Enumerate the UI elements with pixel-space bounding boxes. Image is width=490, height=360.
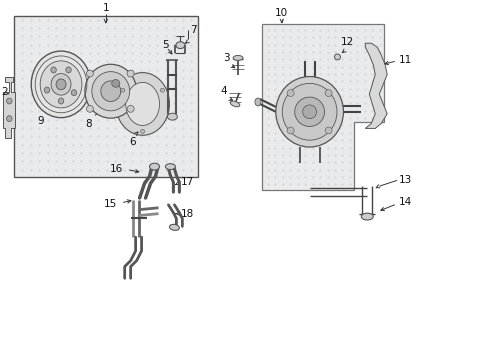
Ellipse shape: [40, 61, 82, 108]
Ellipse shape: [149, 163, 159, 170]
Text: 6: 6: [129, 137, 136, 147]
Text: 16: 16: [109, 163, 122, 174]
Text: 5: 5: [163, 40, 169, 50]
Ellipse shape: [287, 90, 294, 96]
Ellipse shape: [58, 98, 64, 104]
Text: 10: 10: [275, 8, 288, 18]
Text: 12: 12: [341, 37, 354, 47]
Ellipse shape: [294, 97, 324, 126]
Ellipse shape: [51, 67, 56, 73]
Ellipse shape: [325, 127, 332, 134]
Polygon shape: [262, 24, 384, 190]
Ellipse shape: [276, 77, 343, 147]
Ellipse shape: [31, 51, 91, 118]
Ellipse shape: [141, 129, 145, 133]
Ellipse shape: [168, 113, 177, 120]
Text: 17: 17: [180, 177, 194, 187]
Ellipse shape: [6, 116, 12, 122]
Ellipse shape: [112, 80, 120, 87]
Polygon shape: [366, 43, 387, 129]
Text: 18: 18: [180, 209, 194, 219]
Ellipse shape: [303, 105, 317, 119]
Text: 11: 11: [399, 55, 413, 65]
Ellipse shape: [127, 105, 134, 112]
Ellipse shape: [101, 81, 121, 102]
Ellipse shape: [282, 84, 337, 140]
Ellipse shape: [361, 213, 373, 220]
Ellipse shape: [56, 79, 66, 90]
Polygon shape: [3, 77, 15, 138]
Ellipse shape: [176, 42, 185, 49]
Text: 13: 13: [399, 175, 413, 185]
Ellipse shape: [160, 88, 164, 92]
Ellipse shape: [92, 72, 130, 111]
Ellipse shape: [166, 164, 175, 170]
Ellipse shape: [66, 67, 71, 73]
Ellipse shape: [170, 224, 179, 230]
Ellipse shape: [233, 55, 243, 60]
Text: 14: 14: [399, 197, 413, 207]
Ellipse shape: [86, 70, 94, 77]
Text: 7: 7: [190, 26, 197, 36]
Ellipse shape: [44, 87, 50, 93]
Ellipse shape: [287, 127, 294, 134]
Ellipse shape: [6, 98, 12, 104]
Text: 15: 15: [103, 199, 117, 209]
Ellipse shape: [51, 73, 71, 95]
Ellipse shape: [255, 98, 261, 106]
Text: 1: 1: [102, 3, 109, 13]
Ellipse shape: [86, 105, 94, 112]
Ellipse shape: [121, 88, 125, 92]
Bar: [14, 16, 198, 177]
Ellipse shape: [127, 70, 134, 77]
Ellipse shape: [85, 64, 137, 118]
Text: 4: 4: [221, 86, 227, 96]
Ellipse shape: [230, 101, 240, 107]
Text: 2: 2: [1, 87, 8, 97]
Ellipse shape: [325, 90, 332, 96]
Text: 9: 9: [38, 116, 45, 126]
Text: 8: 8: [86, 119, 92, 129]
Ellipse shape: [71, 90, 77, 96]
Ellipse shape: [335, 54, 341, 60]
Text: 3: 3: [223, 53, 229, 63]
Polygon shape: [126, 82, 159, 126]
Polygon shape: [116, 73, 170, 135]
